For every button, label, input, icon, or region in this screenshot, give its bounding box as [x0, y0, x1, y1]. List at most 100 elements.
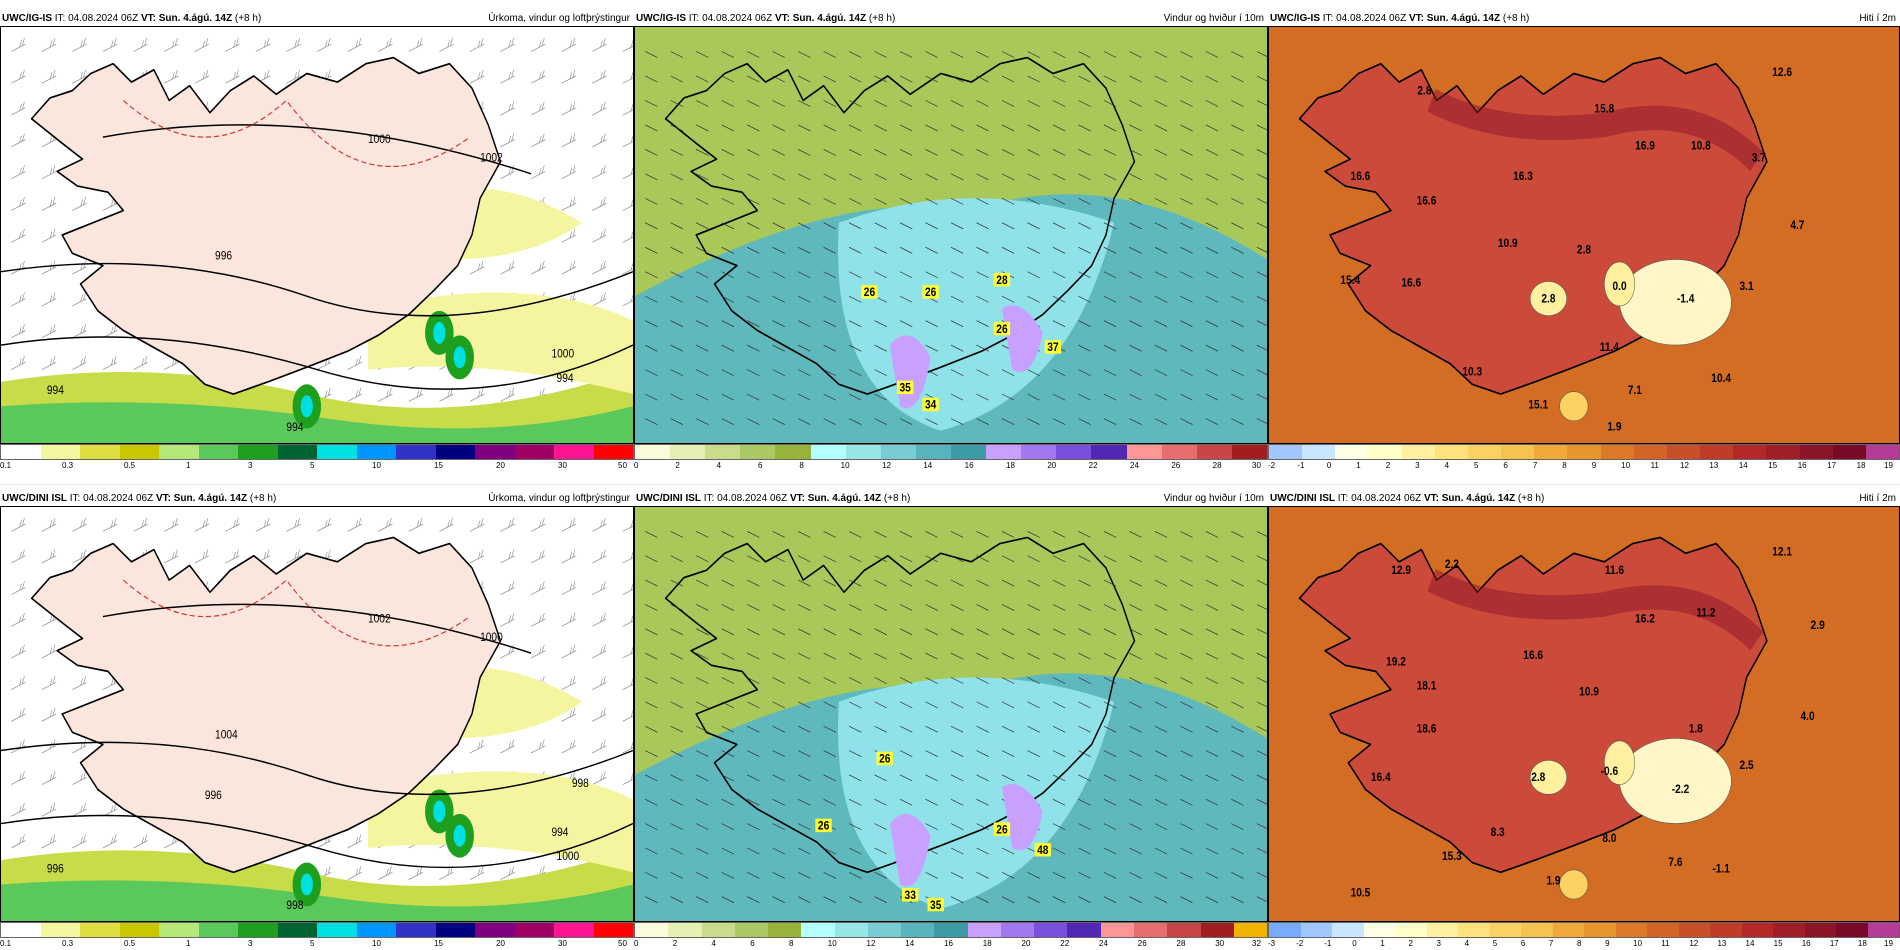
colorbar-tick-label: 0.1: [0, 939, 12, 948]
temperature-label: 18.6: [1417, 722, 1437, 735]
colorbar-tick-label: 18: [1856, 461, 1866, 470]
temperature-label: 12.6: [1772, 66, 1792, 79]
colorbar-swatch: [1633, 445, 1667, 459]
gust-label: 26: [996, 323, 1007, 336]
valid-time-label: VT:: [789, 493, 805, 504]
colorbar-swatch: [1832, 445, 1866, 459]
colorbar-tick-label: 30: [1252, 461, 1261, 470]
map-area: 1000 1002 996 994 994 1000 994: [0, 26, 634, 444]
colorbar-swatch: [317, 445, 357, 459]
colorbar-tick-label: 3: [248, 939, 253, 948]
model-name: UWC/IG-IS: [1270, 13, 1320, 24]
map-svg: 1000 1002 996 994 994 1000 994: [1, 27, 633, 443]
colorbar-swatch: [1666, 445, 1701, 459]
colorbar-swatch: [670, 445, 706, 459]
colorbar-ticks: 0.1 0.3 0.5 1 3 5 10 15 20 30 50: [0, 939, 634, 949]
colorbar-tick-label: 6: [1503, 461, 1508, 470]
map-svg: 26 26 28 26 37 35 34: [635, 27, 1267, 443]
colorbar-swatch: [198, 923, 238, 937]
colorbar-tick-label: 9: [1591, 461, 1597, 470]
temperature-label: -1.1: [1712, 863, 1729, 876]
iceland-coastline: [30, 56, 502, 395]
map-area: 26 26 26 48 33 35: [634, 506, 1268, 922]
init-time: 04.08.2024 06Z: [1351, 493, 1422, 504]
temperature-label: 0.0: [1613, 280, 1627, 293]
iceland-coastline: [664, 56, 1136, 395]
colorbar-swatch: [1021, 445, 1057, 459]
colorbar: [0, 922, 634, 938]
temperature-label: 2.5: [1740, 759, 1754, 772]
colorbar-swatch: [1395, 923, 1427, 937]
lead-time: (+8 h): [1517, 493, 1545, 504]
colorbar-tick-label: 19: [1884, 939, 1893, 948]
panel-title: Úrkoma, vindur og loftþrýstingur: [488, 493, 630, 504]
colorbar-tick-label: 5: [310, 939, 315, 948]
valid-time: Sun. 4.ágú. 14Z: [1441, 493, 1516, 504]
colorbar-tick-label: 26: [1137, 939, 1147, 948]
valid-time-label: VT:: [1408, 13, 1424, 24]
init-time-label: IT:: [69, 493, 81, 504]
lead-time: (+8 h): [249, 493, 277, 504]
colorbar-swatch: [1647, 923, 1679, 937]
map-svg: 12.6 2.8 15.8 16.9 10.8 3.7 16.6 16.6 16.3 4.7 10.…: [1269, 27, 1899, 443]
colorbar: [0, 444, 634, 460]
colorbar-tick-label: 8: [1562, 461, 1567, 470]
colorbar-tick-label: 10: [840, 461, 850, 470]
colorbar-swatch: [1489, 923, 1521, 937]
colorbar-tick-label: 16: [944, 939, 953, 948]
colorbar-swatch: [967, 923, 1001, 937]
colorbar-tick-label: 17: [1827, 461, 1837, 470]
temperature-label: 10.8: [1691, 140, 1711, 153]
colorbar-tick-label: 24: [1130, 461, 1139, 470]
colorbar-swatch: [1865, 445, 1899, 459]
gust-label: 26: [864, 286, 875, 299]
gust-label: 26: [925, 286, 936, 299]
colorbar-swatch: [1269, 923, 1301, 937]
colorbar-tick-label: 24: [1099, 939, 1108, 948]
isobar-label: 994: [551, 826, 568, 839]
panel-header-left: UWC/IG-IS IT: 04.08.2024 06Z VT: Sun. 4.…: [1270, 12, 1529, 26]
temperature-label: 11.4: [1600, 341, 1620, 354]
colorbar-tick-label: 28: [1176, 939, 1186, 948]
temperature-label: 4.7: [1790, 219, 1804, 232]
colorbar-swatch: [40, 923, 80, 937]
colorbar-swatch: [1741, 923, 1773, 937]
valid-time: Sun. 4.ágú. 14Z: [158, 13, 233, 24]
colorbar-tick-label: 50: [618, 461, 627, 470]
init-time-label: IT:: [688, 13, 700, 24]
colorbar-swatch: [1368, 445, 1402, 459]
colorbar-swatch: [1167, 923, 1201, 937]
colorbar-swatch: [1467, 445, 1502, 459]
colorbar-tick-label: 0.5: [124, 461, 136, 470]
colorbar-swatch: [1552, 923, 1584, 937]
colorbar-swatch: [593, 445, 633, 459]
colorbar-tick-label: 30: [1215, 939, 1225, 948]
colorbar-swatch: [356, 445, 396, 459]
colorbar-ticks: -3 -2 -1 0 1 2 3 4 5 6 7 8 9 10 11 12 13 14 15 16 17 18 19: [1268, 939, 1900, 949]
colorbar-tick-label: 17: [1829, 939, 1839, 948]
valid-time: Sun. 4.ágú. 14Z: [807, 493, 882, 504]
colorbar-tick-label: 20: [1047, 461, 1057, 470]
panel-header-left: UWC/DINI ISL IT: 04.08.2024 06Z VT: Sun.…: [1270, 492, 1544, 506]
colorbar-tick-label: 13: [1709, 461, 1719, 470]
colorbar-tick-label: 15: [1768, 461, 1778, 470]
colorbar: [634, 922, 1268, 938]
colorbar-tick-label: 15: [434, 939, 443, 948]
temperature-label: 16.2: [1635, 613, 1655, 626]
colorbar-swatch: [915, 445, 951, 459]
colorbar-swatch: [514, 445, 554, 459]
temperature-label: 12.1: [1772, 546, 1792, 559]
colorbar-swatch: [1, 445, 41, 459]
isobar-label: 1002: [480, 152, 503, 165]
colorbar-tick-label: 12: [1680, 461, 1689, 470]
colorbar-tick-label: -1: [1324, 939, 1332, 948]
isobar-label: 1000: [480, 631, 503, 644]
panel-header-left: UWC/IG-IS IT: 04.08.2024 06Z VT: Sun. 4.…: [636, 12, 895, 26]
temperature-label: -0.6: [1601, 765, 1618, 778]
colorbar-swatch: [40, 445, 80, 459]
colorbar-tick-label: 22: [1060, 939, 1070, 948]
panel-dini-temp: UWC/DINI ISL IT: 04.08.2024 06Z VT: Sun.…: [1268, 492, 1900, 950]
colorbar-swatch: [1836, 923, 1868, 937]
colorbar-swatch: [1332, 923, 1364, 937]
colorbar-tick-label: 16: [1801, 939, 1811, 948]
